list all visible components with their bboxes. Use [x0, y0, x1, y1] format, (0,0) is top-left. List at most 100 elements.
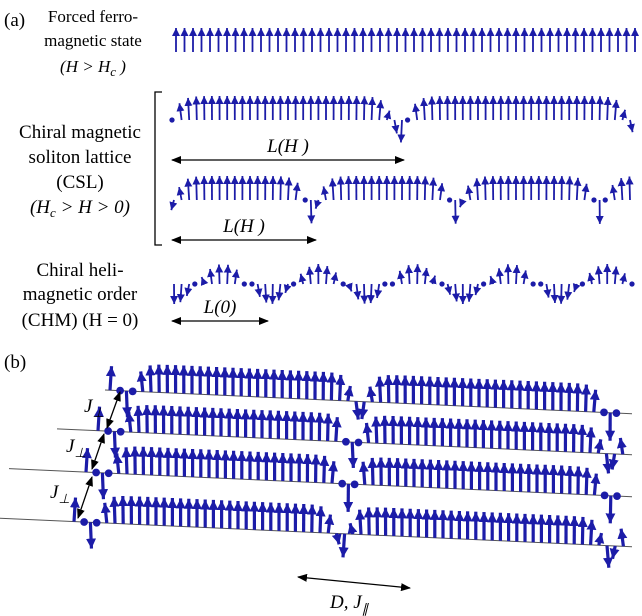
spin — [567, 284, 569, 300]
text: > H > 0) — [56, 197, 130, 218]
coupling-arrow — [92, 434, 104, 469]
spin — [150, 365, 151, 392]
spin — [455, 284, 456, 301]
spin — [400, 271, 402, 284]
text: (H — [30, 197, 51, 218]
spin — [360, 510, 361, 535]
spin — [448, 284, 451, 295]
spin — [620, 438, 622, 454]
spin — [372, 458, 373, 485]
spin — [141, 371, 143, 391]
subscript: ⊥ — [58, 491, 69, 506]
spin — [279, 284, 281, 300]
spin — [590, 273, 592, 284]
spin-dot — [481, 281, 486, 286]
spin-dot — [439, 281, 444, 286]
spin — [561, 284, 562, 304]
spin — [235, 270, 237, 284]
spin — [90, 522, 91, 548]
spin — [432, 276, 435, 284]
spin — [554, 284, 555, 303]
spin-dot — [104, 427, 112, 435]
spin — [424, 98, 425, 120]
spin — [180, 284, 181, 302]
spin — [129, 412, 131, 432]
spin-dot — [405, 117, 410, 122]
spin — [352, 442, 353, 468]
coupling-label: J⊥ — [66, 436, 86, 460]
spin — [316, 200, 319, 209]
spin — [227, 265, 228, 284]
spin-dot — [580, 281, 585, 286]
label: (CHM) (H = 0) — [22, 310, 139, 331]
spin — [615, 100, 617, 120]
spin-dot — [249, 281, 254, 286]
spin — [301, 274, 304, 284]
spin — [196, 177, 197, 200]
spin — [102, 473, 103, 499]
spin — [265, 284, 266, 303]
spin — [364, 284, 365, 304]
spin — [629, 176, 630, 200]
spin — [387, 111, 390, 120]
spin-dot — [303, 197, 308, 202]
spin — [117, 453, 119, 473]
spin — [179, 103, 181, 120]
label: soliton lattice — [29, 147, 132, 168]
spin — [285, 284, 288, 293]
spin — [594, 474, 596, 495]
spin — [258, 284, 260, 297]
spin — [372, 97, 373, 120]
subscript: ⊥ — [74, 445, 85, 460]
spin — [202, 277, 205, 284]
spin-dot — [600, 408, 608, 416]
spin — [332, 461, 334, 483]
spin-dot — [338, 480, 346, 488]
figure: (a) Forced ferro- magnetic state (H > Hc… — [0, 0, 642, 616]
spin — [409, 265, 410, 284]
spin — [574, 284, 577, 292]
panel-label: (b) — [4, 352, 26, 373]
subscript: ⊥ — [92, 405, 103, 420]
spin-dot — [629, 281, 634, 286]
period-label: L(0) — [203, 297, 237, 318]
spin — [613, 546, 616, 559]
panel-label: (a) — [4, 10, 25, 31]
spin — [607, 546, 609, 568]
spin — [309, 267, 311, 284]
label: (CSL) — [56, 172, 104, 193]
spin-dot — [242, 281, 247, 286]
spin — [607, 97, 608, 120]
spin — [371, 284, 372, 303]
spin-dot — [342, 438, 350, 446]
spin — [343, 534, 345, 558]
spin-dot — [117, 428, 125, 436]
spin — [110, 366, 112, 390]
spin — [126, 447, 127, 474]
text: ) — [116, 57, 126, 76]
spin — [612, 454, 614, 470]
coupling-arrow — [107, 392, 120, 428]
spin — [311, 200, 312, 223]
spin — [138, 406, 139, 433]
spin — [328, 515, 330, 533]
spin-dot — [355, 439, 363, 447]
spin — [379, 377, 380, 403]
spin — [348, 386, 351, 401]
spin-dot — [613, 492, 621, 500]
spin — [615, 267, 616, 284]
text: D, J — [329, 592, 363, 613]
spin — [415, 104, 417, 120]
spin — [332, 178, 333, 200]
spin — [86, 448, 88, 472]
bracket — [155, 92, 162, 245]
spin-dot — [351, 480, 359, 488]
spin — [432, 97, 433, 120]
spin — [425, 268, 427, 284]
spin-dot — [129, 387, 137, 395]
text: (H > H — [60, 57, 112, 76]
label: magnetic state — [44, 31, 142, 50]
spin — [612, 185, 614, 200]
spin — [591, 520, 592, 545]
spin — [630, 120, 633, 132]
